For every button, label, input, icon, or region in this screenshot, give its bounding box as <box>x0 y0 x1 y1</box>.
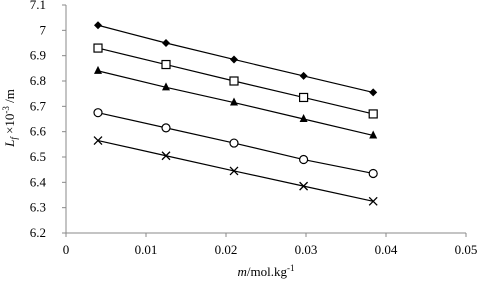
marker <box>230 97 238 106</box>
x-axis-label: m/mol.kg-1 <box>238 263 295 279</box>
marker <box>162 82 170 91</box>
marker <box>161 59 171 70</box>
x-tick-label: 0.01 <box>135 242 158 257</box>
marker <box>94 65 102 74</box>
series-line <box>97 139 374 202</box>
marker <box>299 114 308 122</box>
y-tick-label: 6.4 <box>30 174 47 189</box>
marker <box>368 196 378 206</box>
x-label-text: /mol.kg <box>247 264 288 279</box>
marker <box>368 168 378 179</box>
y-label-unit: /m <box>2 89 17 106</box>
marker <box>369 130 378 139</box>
y-axis-label: Lf ×10-3 /m <box>1 89 19 148</box>
x-tick-label: 0.03 <box>295 242 318 257</box>
y-tick-label: 7.1 <box>30 0 46 12</box>
marker <box>229 76 239 86</box>
y-tick-label: 6.5 <box>30 149 46 164</box>
marker <box>161 123 171 133</box>
y-label-sub: f <box>9 136 19 140</box>
marker <box>369 88 378 97</box>
x-tick-label: 0.05 <box>455 242 478 257</box>
marker <box>299 154 309 165</box>
marker <box>93 108 103 118</box>
marker <box>94 21 102 30</box>
marker <box>299 71 308 80</box>
x-tick-label: 0.04 <box>375 242 398 257</box>
y-label-italic: L <box>2 140 17 148</box>
y-tick-label: 6.8 <box>30 73 46 88</box>
y-tick-label: 6.9 <box>30 48 46 63</box>
marker <box>93 136 103 145</box>
marker <box>299 181 309 191</box>
marker <box>229 138 239 148</box>
marker <box>299 92 309 103</box>
marker <box>93 43 103 53</box>
x-label-sup: -1 <box>287 263 295 273</box>
x-tick-label: 0 <box>63 242 70 257</box>
y-tick-label: 6.3 <box>30 200 46 215</box>
x-tick-label: 0.02 <box>215 242 238 257</box>
y-tick-label: 7 <box>40 22 47 37</box>
y-tick-label: 6.2 <box>30 225 46 240</box>
x-label-italic: m <box>238 264 247 279</box>
marker <box>230 55 238 64</box>
marker <box>161 151 171 161</box>
y-tick-label: 6.6 <box>30 124 47 139</box>
marker <box>162 39 170 47</box>
marker <box>368 109 378 119</box>
y-label-sup: -3 <box>1 106 11 114</box>
y-tick-label: 6.7 <box>30 98 47 113</box>
y-label-text: ×10 <box>2 114 17 138</box>
marker <box>229 166 239 176</box>
